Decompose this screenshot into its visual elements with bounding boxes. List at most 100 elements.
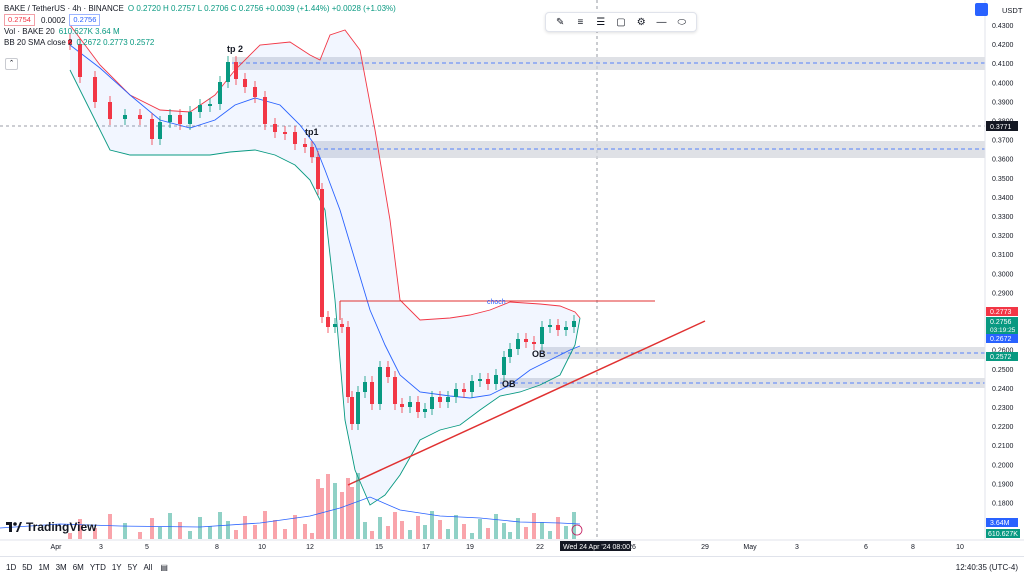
candle-body [548, 325, 552, 327]
rectangle-icon[interactable]: ▢ [616, 16, 626, 28]
candle-body [340, 324, 344, 327]
annotation-tp2[interactable]: tp 2 [227, 44, 243, 54]
timeframe-1y[interactable]: 1Y [111, 562, 122, 572]
price-tick: 0.2600 [992, 348, 1014, 355]
time-tick: 15 [375, 544, 383, 551]
timeframe-ytd[interactable]: YTD [89, 562, 106, 572]
symbol-title[interactable]: BAKE / TetherUS · 4h · BINANCE [4, 4, 124, 13]
tradingview-icon [6, 522, 22, 532]
price-tick: 0.3900 [992, 99, 1014, 106]
candle-body [303, 144, 307, 147]
candle-body [326, 317, 330, 327]
price-chart[interactable]: tp 2 tp1 choch OB OB 0.4300 0.4200 0.4100 0… [0, 0, 1024, 556]
candle-body [93, 77, 97, 102]
timeframe-5d[interactable]: 5D [22, 562, 33, 572]
volume-bar [178, 522, 182, 539]
pencil-icon[interactable]: ✎ [555, 16, 565, 28]
volume-bar [532, 513, 536, 539]
candle-body [350, 397, 354, 424]
time-tick: 29 [701, 544, 709, 551]
volume-bar [108, 514, 112, 539]
line-icon[interactable]: ― [656, 16, 667, 28]
volume-bar [350, 487, 354, 539]
settings-icon[interactable]: ⚙ [636, 16, 646, 28]
candle-body [446, 397, 450, 402]
candle-body [564, 327, 568, 330]
volume-bar [208, 526, 212, 539]
price-tick: 0.3400 [992, 195, 1014, 202]
price-tick: 0.3700 [992, 138, 1014, 145]
candle-body [378, 367, 382, 404]
calendar-icon[interactable]: ▤ [160, 562, 168, 572]
annotation-tp1[interactable]: tp1 [305, 127, 319, 137]
price-tick: 0.2300 [992, 405, 1014, 412]
candle-body [68, 40, 72, 44]
shape-icon[interactable]: ⬭ [677, 16, 687, 28]
volume-legend[interactable]: Vol · BAKE 20 [4, 27, 55, 36]
lower-band-label: 0.2572 [990, 354, 1012, 361]
candle-body [356, 392, 360, 424]
volume-bar [293, 515, 297, 539]
time-tick: 12 [306, 544, 314, 551]
lightning-icon[interactable] [571, 524, 583, 536]
zone-ob-upper[interactable] [540, 347, 985, 359]
last-price-label: 0.2756 [990, 319, 1012, 326]
candle-body [370, 382, 374, 404]
price-tick: 0.4100 [992, 61, 1014, 68]
collapse-legend-icon[interactable]: ⌃ [5, 58, 18, 70]
zone-top[interactable] [232, 57, 985, 70]
price-tick: 0.2100 [992, 443, 1014, 450]
annotation-choch[interactable]: choch [487, 299, 506, 306]
zone-tp1[interactable] [310, 141, 985, 158]
volume-bar [462, 524, 466, 539]
currency-label[interactable]: USDT [1002, 6, 1023, 15]
align-icon[interactable]: ☰ [596, 16, 606, 28]
buy-price[interactable]: 0.2756 [69, 14, 101, 26]
candle-body [540, 327, 544, 344]
bb-legend[interactable]: BB 20 SMA close 2 [4, 38, 73, 47]
volume-bar [198, 517, 202, 539]
volume-bar [370, 531, 374, 539]
price-tick: 0.3100 [992, 252, 1014, 259]
candle-body [363, 382, 367, 392]
volume-bar [363, 522, 367, 539]
timeframe-6m[interactable]: 6M [72, 562, 84, 572]
volume-label: 3.64M [990, 520, 1010, 527]
candle-body [208, 104, 212, 106]
time-tick: 3 [795, 544, 799, 551]
volume-bar [378, 517, 382, 539]
time-axis[interactable]: Apr 3 5 8 10 12 15 17 19 22 26 29 May 3 6 8 10 Wed 24 Ap… [0, 539, 1024, 551]
annotation-ob-upper[interactable]: OB [532, 349, 546, 359]
chart-settings-icon[interactable] [975, 3, 988, 16]
annotation-ob-lower[interactable]: OB [502, 379, 516, 389]
volume-bar [446, 529, 450, 539]
bb-basis [69, 44, 581, 399]
candle-body [316, 157, 320, 189]
timeframe-5y[interactable]: 5Y [127, 562, 138, 572]
time-tick: 22 [536, 544, 544, 551]
time-tick: 17 [422, 544, 430, 551]
trend-line[interactable] [347, 320, 706, 486]
candle-body [283, 132, 287, 134]
clock[interactable]: 12:40:35 (UTC-4) [955, 562, 1018, 572]
price-tick: 0.4300 [992, 23, 1014, 30]
bb-values: 0.2672 0.2773 0.2572 [76, 38, 155, 47]
candle-body [400, 404, 404, 407]
candle-body [263, 97, 267, 124]
zone-ob-lower[interactable] [500, 378, 985, 388]
candle-body [393, 377, 397, 404]
timeframe-all[interactable]: All [143, 562, 153, 572]
timeframe-1m[interactable]: 1M [38, 562, 50, 572]
price-tick: 0.3000 [992, 271, 1014, 278]
timeframe-1d[interactable]: 1D [6, 562, 17, 572]
volume-ma-label: 610.627K [988, 531, 1018, 538]
tradingview-logo: TradingView [6, 520, 96, 534]
price-axis[interactable]: 0.43000.42000.41000.40000.39000.38000.37… [984, 0, 1020, 540]
time-tick: 3 [99, 544, 103, 551]
time-tick: 19 [466, 544, 474, 551]
candle-body [178, 115, 182, 124]
sell-price[interactable]: 0.2754 [4, 14, 35, 26]
text-lines-icon[interactable]: ≡ [577, 16, 584, 28]
timeframe-3m[interactable]: 3M [55, 562, 67, 572]
